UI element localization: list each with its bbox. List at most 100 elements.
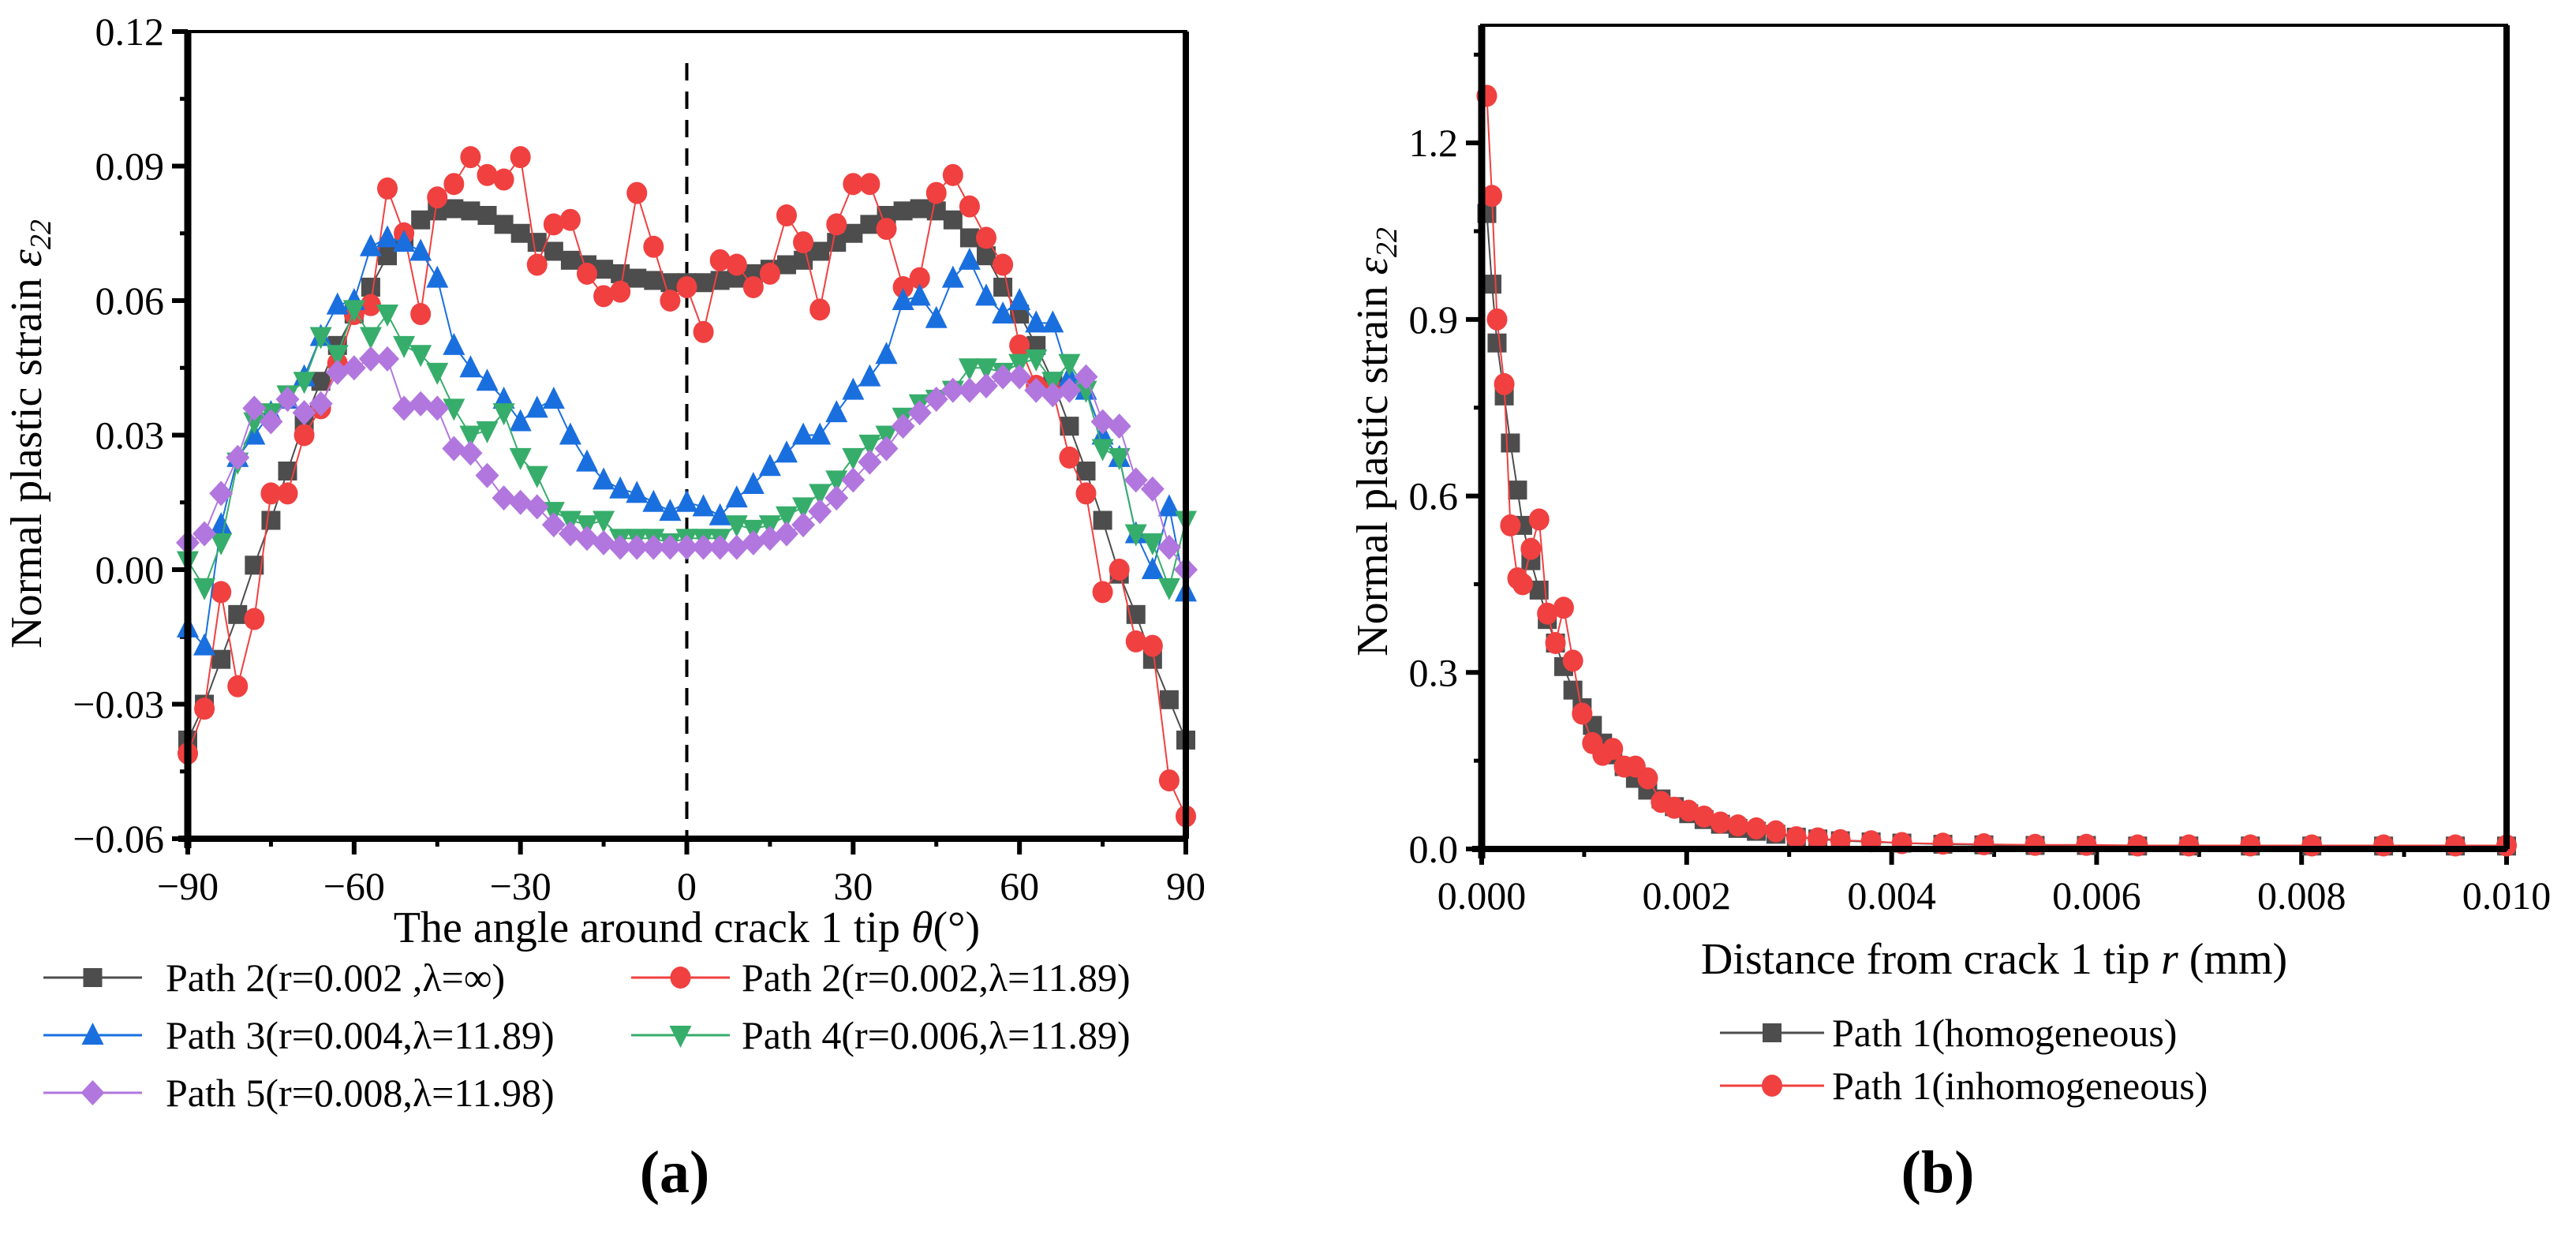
data-point [1008, 288, 1031, 310]
data-point [342, 300, 365, 323]
data-point [376, 346, 399, 372]
data-point [892, 288, 914, 310]
data-point [360, 294, 381, 316]
data-point [940, 377, 965, 403]
y-tick-label: −0.06 [73, 817, 164, 861]
legend: Path 1(homogeneous) Path 1(inhomogeneous) [1720, 1011, 2208, 1108]
data-point [459, 425, 482, 448]
data-point [1075, 380, 1097, 403]
y-tick-label: 0.09 [95, 144, 165, 189]
series-1 [178, 146, 1196, 828]
data-point [1727, 814, 1748, 837]
data-point [427, 186, 448, 209]
data-point [508, 489, 533, 515]
data-point [1501, 433, 1520, 453]
plot-frame [1480, 24, 2508, 851]
data-point [275, 387, 300, 413]
data-point [1124, 524, 1147, 547]
data-point [908, 283, 931, 306]
data-point [959, 228, 979, 248]
data-point [625, 534, 649, 560]
x-tick-label: 0.002 [1643, 873, 1732, 918]
data-point [658, 534, 682, 560]
data-point [1093, 510, 1112, 530]
data-point [792, 422, 815, 445]
data-point [525, 395, 548, 418]
data-point [393, 230, 416, 252]
x-axis-title-symbol: θ [911, 903, 933, 952]
data-point [260, 482, 282, 505]
data-point [626, 481, 649, 503]
data-point [1041, 310, 1064, 333]
data-point [810, 241, 830, 261]
data-point [876, 218, 897, 241]
panel-label: (b) [1901, 1139, 1975, 1206]
x-tick-label: −90 [157, 864, 219, 908]
data-point [376, 305, 398, 327]
legend-item: Path 2(r=0.002,λ=11.89) [631, 955, 1131, 1000]
x-tick-label: 0.006 [2052, 873, 2141, 918]
data-point [359, 234, 382, 256]
data-point [243, 412, 266, 435]
data-point [476, 368, 499, 391]
data-point [993, 253, 1014, 276]
legend-label: Path 1(inhomogeneous) [1832, 1064, 2208, 1108]
data-point [510, 146, 531, 169]
series-1 [1476, 84, 2517, 857]
data-point [957, 377, 981, 403]
data-point [193, 521, 217, 547]
data-point [593, 510, 615, 533]
legend-marker-triangle-down-icon [669, 1026, 692, 1048]
data-point [577, 262, 597, 285]
data-point [461, 201, 480, 221]
x-axis-title-unit: (mm) [2178, 935, 2287, 984]
data-point [692, 494, 715, 517]
data-point [326, 292, 349, 315]
data-point [975, 283, 997, 306]
data-point [475, 462, 499, 488]
y-axis-title-subscript: 22 [24, 219, 58, 249]
series-line [1486, 213, 2507, 847]
data-point [808, 499, 832, 525]
data-point [1710, 811, 1731, 834]
data-point [1140, 476, 1165, 502]
data-point [359, 327, 382, 350]
data-point [611, 264, 630, 283]
data-point [992, 301, 1015, 324]
data-point [458, 440, 483, 466]
x-axis-title-text: The angle around crack 1 tip [394, 903, 911, 952]
data-point [559, 208, 581, 231]
data-point [326, 345, 349, 368]
data-point [311, 372, 331, 391]
data-point [1157, 494, 1180, 517]
data-point [610, 280, 631, 303]
legend: Path 2(r=0.002 ,λ=∞) Path 2(r=0.002,λ=11.… [43, 955, 1131, 1115]
data-point [976, 226, 996, 249]
x-tick-label: 60 [1000, 864, 1039, 908]
y-axis-title-subscript: 22 [1370, 227, 1404, 257]
data-point [809, 484, 832, 507]
y-tick-label: 1.2 [1409, 121, 1459, 165]
data-point [1157, 578, 1180, 600]
data-point [858, 449, 882, 475]
y-axis-title-text: Normal plastic strain [1348, 275, 1397, 656]
x-tick-label: 90 [1166, 864, 1206, 908]
y-axis-title-symbol: ε [2, 249, 51, 267]
data-point [494, 215, 514, 234]
data-point [1545, 632, 1566, 654]
data-point [443, 173, 465, 196]
data-point [1537, 602, 1558, 625]
data-point [594, 260, 614, 279]
data-point [659, 499, 682, 522]
data-point [1486, 308, 1508, 331]
x-axis-title-text: Distance from crack 1 tip [1701, 935, 2161, 984]
legend-item: Path 5(r=0.008,λ=11.98) [43, 1071, 555, 1115]
data-point [941, 265, 964, 288]
data-point [794, 250, 813, 270]
data-point [843, 173, 864, 196]
data-point [1109, 559, 1130, 581]
data-point [592, 529, 616, 555]
data-point [675, 534, 699, 560]
data-point [809, 298, 831, 321]
data-point [211, 581, 232, 604]
